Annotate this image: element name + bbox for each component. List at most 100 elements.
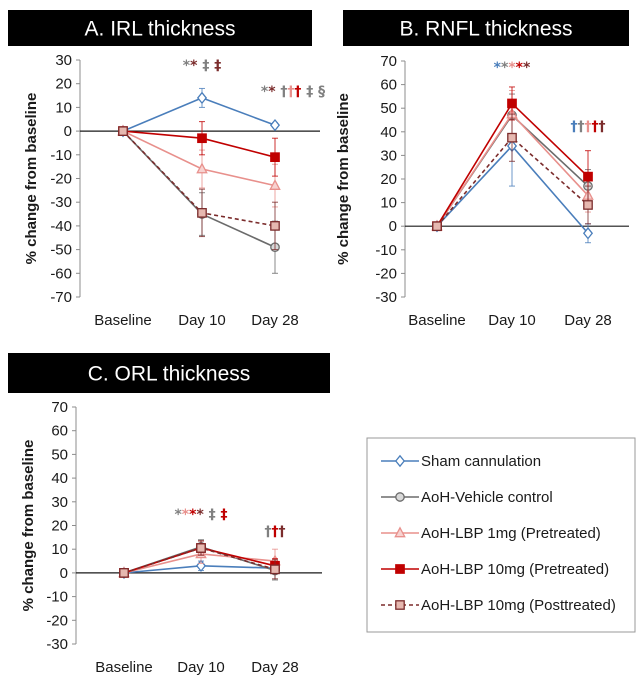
x-tick-label: Day 28	[564, 312, 612, 329]
significance-marks: *****	[494, 60, 531, 76]
y-axis-label: % change from baseline	[20, 440, 37, 612]
legend-label: AoH-Vehicle control	[421, 489, 553, 506]
y-tick-label: -50	[50, 242, 72, 259]
significance-mark: †	[272, 524, 279, 540]
y-tick-label: -20	[50, 171, 72, 188]
x-tick-label: Baseline	[94, 312, 152, 329]
data-point	[196, 162, 208, 174]
legend-label: AoH-LBP 10mg (Posttreated)	[421, 597, 616, 614]
significance-mark: ‡	[209, 58, 221, 74]
significance-mark: *	[174, 507, 182, 523]
y-tick-label: -10	[375, 242, 397, 259]
y-tick-label: -20	[375, 265, 397, 282]
y-tick-label: -20	[46, 612, 68, 629]
data-point	[270, 152, 280, 163]
significance-mark: †	[571, 119, 578, 135]
x-tick-label: Day 28	[251, 659, 299, 676]
series-4	[432, 113, 593, 232]
legend-label: AoH-LBP 1mg (Pretreated)	[421, 525, 601, 542]
significance-mark: *	[523, 60, 531, 76]
significance-mark: *	[183, 58, 191, 74]
y-tick-label: 50	[51, 446, 68, 463]
y-tick-label: -30	[46, 636, 68, 653]
significance-mark: *	[189, 507, 197, 523]
significance-mark: †	[287, 84, 294, 100]
y-tick-label: 10	[55, 99, 72, 116]
legend-marker	[395, 564, 405, 574]
significance-mark: †	[578, 119, 585, 135]
significance-marks: ** ‡ ‡	[183, 58, 221, 74]
data-point	[118, 126, 128, 136]
y-tick-label: 20	[380, 171, 397, 188]
x-tick-label: Baseline	[408, 312, 466, 329]
significance-mark: *	[494, 60, 502, 76]
series-4	[119, 540, 280, 580]
significance-marks: †††	[265, 524, 286, 540]
chart-title: C. ORL thickness	[88, 363, 251, 386]
y-tick-label: 10	[380, 195, 397, 212]
series-0	[117, 87, 281, 138]
significance-mark: †	[294, 84, 301, 100]
significance-mark: ‡	[197, 58, 209, 74]
data-point	[197, 133, 207, 144]
y-tick-label: 0	[60, 565, 68, 582]
data-point	[432, 221, 442, 232]
legend-marker	[394, 526, 406, 538]
data-point	[196, 543, 206, 553]
significance-mark: †	[599, 119, 606, 135]
y-tick-label: 20	[51, 518, 68, 535]
significance-marks: ** ††† ‡ §	[261, 84, 325, 100]
data-point	[507, 132, 517, 143]
y-tick-label: -40	[50, 218, 72, 235]
significance-mark: §	[313, 84, 325, 100]
y-tick-label: 40	[51, 470, 68, 487]
significance-mark: *	[516, 60, 524, 76]
data-point	[119, 568, 129, 578]
y-tick-label: 60	[51, 423, 68, 440]
legend-marker	[395, 492, 405, 502]
data-point	[196, 91, 208, 105]
significance-mark: ‡	[301, 84, 313, 100]
legend-box	[366, 437, 636, 633]
significance-mark: †	[585, 119, 592, 135]
legend-item: AoH-Vehicle control	[381, 489, 553, 506]
y-tick-label: -10	[46, 589, 68, 606]
significance-marks: **** ‡ ‡	[174, 507, 227, 523]
significance-mark: ‡	[204, 507, 216, 523]
significance-mark: *	[190, 58, 198, 74]
data-point	[269, 118, 281, 132]
significance-mark: *	[182, 507, 190, 523]
y-tick-label: 30	[55, 52, 72, 69]
legend-label: AoH-LBP 10mg (Pretreated)	[421, 561, 609, 578]
y-tick-label: 0	[64, 123, 72, 140]
significance-mark: *	[261, 84, 269, 100]
y-axis-label: % change from baseline	[23, 93, 40, 265]
significance-mark: †	[279, 524, 286, 540]
data-point	[269, 179, 281, 190]
significance-mark: †	[265, 524, 272, 540]
data-point	[195, 559, 207, 573]
y-tick-label: 50	[380, 100, 397, 117]
x-tick-label: Day 10	[178, 312, 226, 329]
y-tick-label: 20	[55, 76, 72, 93]
series-4	[118, 126, 280, 251]
y-tick-label: -30	[375, 289, 397, 306]
title-band	[343, 10, 629, 46]
y-tick-label: 70	[51, 399, 68, 416]
legend-item: AoH-LBP 10mg (Pretreated)	[381, 561, 609, 578]
chart-title: B. RNFL thickness	[399, 18, 572, 41]
series-1	[118, 126, 280, 274]
legend: Sham cannulation AoH-Vehicle control AoH-L…	[366, 437, 636, 633]
significance-mark: *	[268, 84, 276, 100]
x-tick-label: Baseline	[95, 659, 153, 676]
x-tick-label: Day 10	[177, 659, 225, 676]
legend-item: AoH-LBP 10mg (Posttreated)	[381, 597, 616, 614]
significance-mark: †	[276, 84, 288, 100]
y-tick-label: -10	[50, 147, 72, 164]
data-point	[270, 564, 280, 575]
y-axis-label: % change from baseline	[335, 93, 352, 265]
x-tick-label: Day 10	[488, 312, 536, 329]
title-band	[8, 10, 312, 46]
